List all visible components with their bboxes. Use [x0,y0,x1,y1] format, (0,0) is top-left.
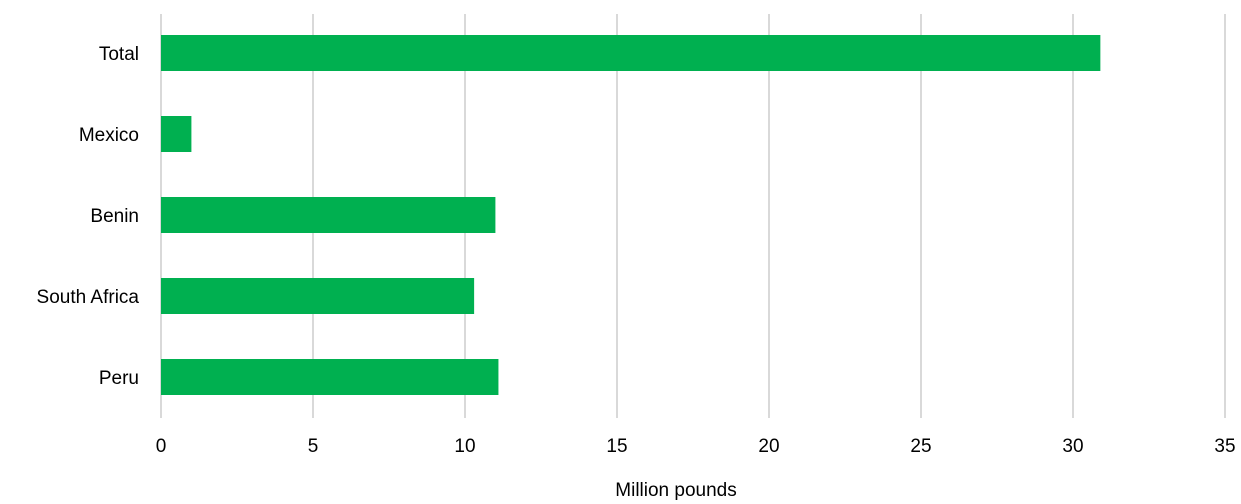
category-label: Mexico [79,125,139,146]
bars [161,35,1101,395]
category-label: South Africa [37,287,140,308]
bar [161,359,499,395]
x-tick-label: 35 [1214,436,1235,457]
category-label: Peru [99,368,139,389]
category-label: Total [99,44,139,65]
x-axis-title: Million pounds [615,480,736,501]
value-axis: 0 5 10 15 20 25 30 35 [156,436,1236,457]
x-tick-label: 25 [910,436,931,457]
bar [161,116,192,152]
x-tick-label: 0 [156,436,167,457]
category-axis: Total Mexico Benin South Africa Peru [37,44,140,389]
x-tick-label: 10 [454,436,475,457]
x-tick-label: 5 [308,436,319,457]
bar [161,278,475,314]
x-tick-label: 30 [1062,436,1083,457]
category-label: Benin [90,206,139,227]
x-tick-label: 20 [758,436,779,457]
x-tick-label: 15 [606,436,627,457]
bar [161,197,496,233]
bar [161,35,1101,71]
